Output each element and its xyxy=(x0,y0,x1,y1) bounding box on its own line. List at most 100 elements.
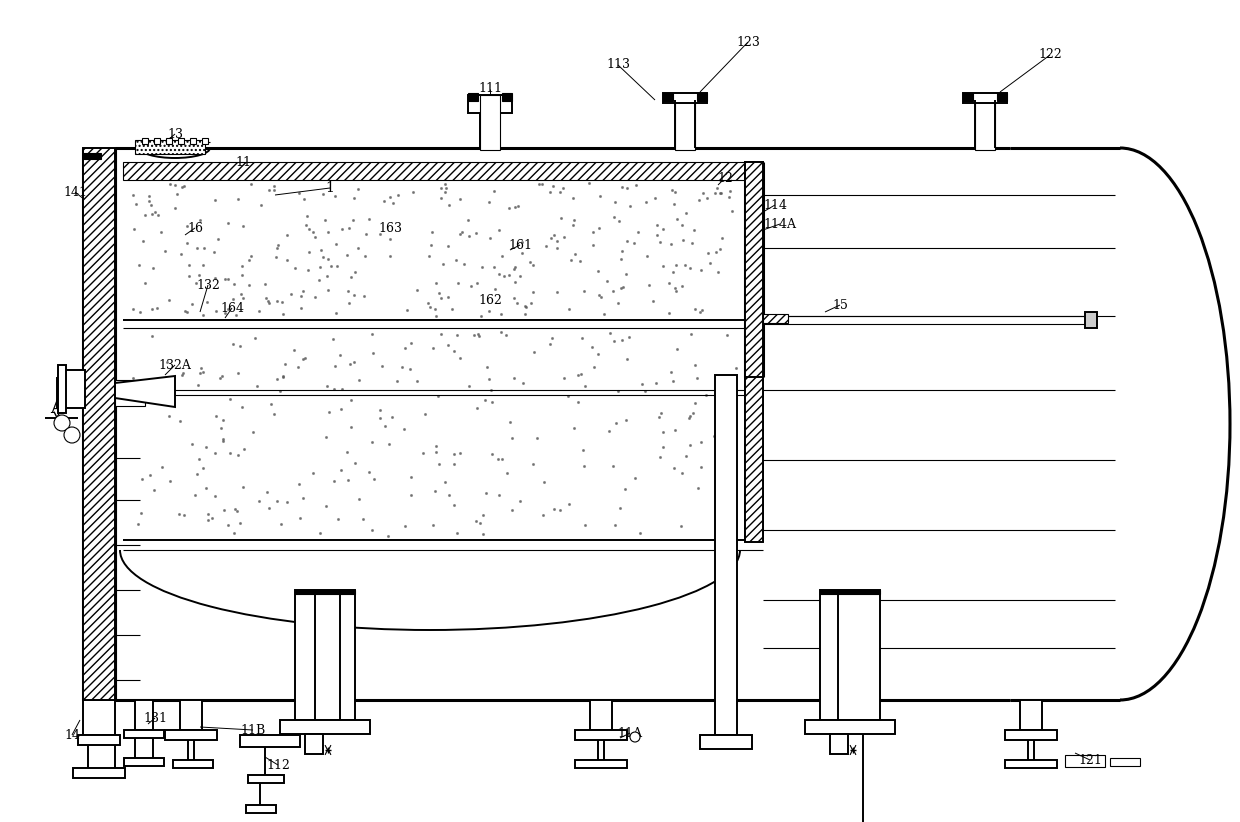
Point xyxy=(542,331,562,344)
Point xyxy=(666,284,686,298)
Point xyxy=(125,197,145,210)
Point xyxy=(672,279,692,293)
Point xyxy=(332,383,352,396)
Point xyxy=(187,242,207,255)
Point xyxy=(278,229,298,242)
Point xyxy=(620,330,640,344)
Point xyxy=(370,411,389,424)
Point xyxy=(388,188,408,201)
Point xyxy=(374,420,394,433)
Point xyxy=(203,246,223,259)
Point xyxy=(124,223,144,236)
Point xyxy=(446,527,466,540)
Bar xyxy=(295,590,355,720)
Point xyxy=(232,259,252,272)
Point xyxy=(474,509,494,522)
Point xyxy=(345,266,365,279)
Point xyxy=(444,345,464,358)
Point xyxy=(319,405,339,418)
Point xyxy=(505,201,525,214)
Point xyxy=(583,225,603,238)
Point xyxy=(407,374,427,387)
Point xyxy=(435,178,455,191)
Bar xyxy=(123,162,755,180)
Point xyxy=(206,194,226,207)
Point xyxy=(133,234,153,247)
Point xyxy=(568,395,588,409)
Point xyxy=(470,517,490,530)
Point xyxy=(285,261,305,275)
Point xyxy=(310,527,330,540)
Bar xyxy=(83,153,100,159)
Point xyxy=(327,260,347,273)
Point xyxy=(293,492,312,505)
Point xyxy=(667,213,687,226)
Point xyxy=(165,178,185,192)
Bar xyxy=(305,734,322,754)
Point xyxy=(667,342,687,355)
Point xyxy=(626,179,646,192)
Point xyxy=(605,195,625,208)
Point xyxy=(213,432,233,446)
Point xyxy=(223,337,243,350)
Point xyxy=(489,452,508,465)
Point xyxy=(272,518,291,531)
Point xyxy=(646,376,666,390)
Point xyxy=(697,191,717,204)
Point xyxy=(295,352,315,365)
Point xyxy=(521,296,541,309)
Point xyxy=(218,217,238,230)
Point xyxy=(180,270,200,283)
Point xyxy=(378,437,398,450)
Point xyxy=(215,306,234,319)
Point xyxy=(268,242,288,255)
Point xyxy=(691,460,711,473)
Point xyxy=(665,281,684,294)
Point xyxy=(637,249,657,262)
Point xyxy=(309,274,329,287)
Point xyxy=(257,292,277,305)
Text: 114: 114 xyxy=(763,198,787,211)
Text: 141: 141 xyxy=(63,186,87,198)
Point xyxy=(188,379,208,392)
Point xyxy=(467,402,487,415)
Circle shape xyxy=(55,415,69,431)
Point xyxy=(196,440,216,453)
Point xyxy=(686,302,706,316)
Point xyxy=(193,258,213,271)
Point xyxy=(310,261,330,274)
Point xyxy=(645,192,665,205)
Point xyxy=(662,266,682,279)
Point xyxy=(414,408,434,421)
Point xyxy=(247,379,267,392)
Point xyxy=(459,380,479,393)
Bar xyxy=(467,93,477,101)
Point xyxy=(708,266,728,279)
Point xyxy=(258,295,278,308)
Point xyxy=(693,187,713,200)
Text: 122: 122 xyxy=(1038,48,1061,62)
Point xyxy=(348,242,368,255)
Point xyxy=(205,490,224,503)
Point xyxy=(603,459,622,473)
Text: 15: 15 xyxy=(832,298,848,312)
Point xyxy=(618,234,637,247)
Point xyxy=(480,196,500,209)
Point xyxy=(548,285,568,298)
Point xyxy=(647,219,667,232)
Point xyxy=(428,389,448,402)
Text: 16: 16 xyxy=(187,221,203,234)
Point xyxy=(186,276,206,289)
Point xyxy=(379,233,399,246)
Point xyxy=(345,456,365,469)
Point xyxy=(563,218,583,231)
Point xyxy=(149,209,169,222)
Bar xyxy=(83,700,115,735)
Point xyxy=(160,178,180,191)
Point xyxy=(123,372,143,385)
Point xyxy=(298,209,317,222)
Point xyxy=(606,417,626,430)
Point xyxy=(616,352,636,365)
Point xyxy=(613,280,632,293)
Point xyxy=(682,237,702,250)
